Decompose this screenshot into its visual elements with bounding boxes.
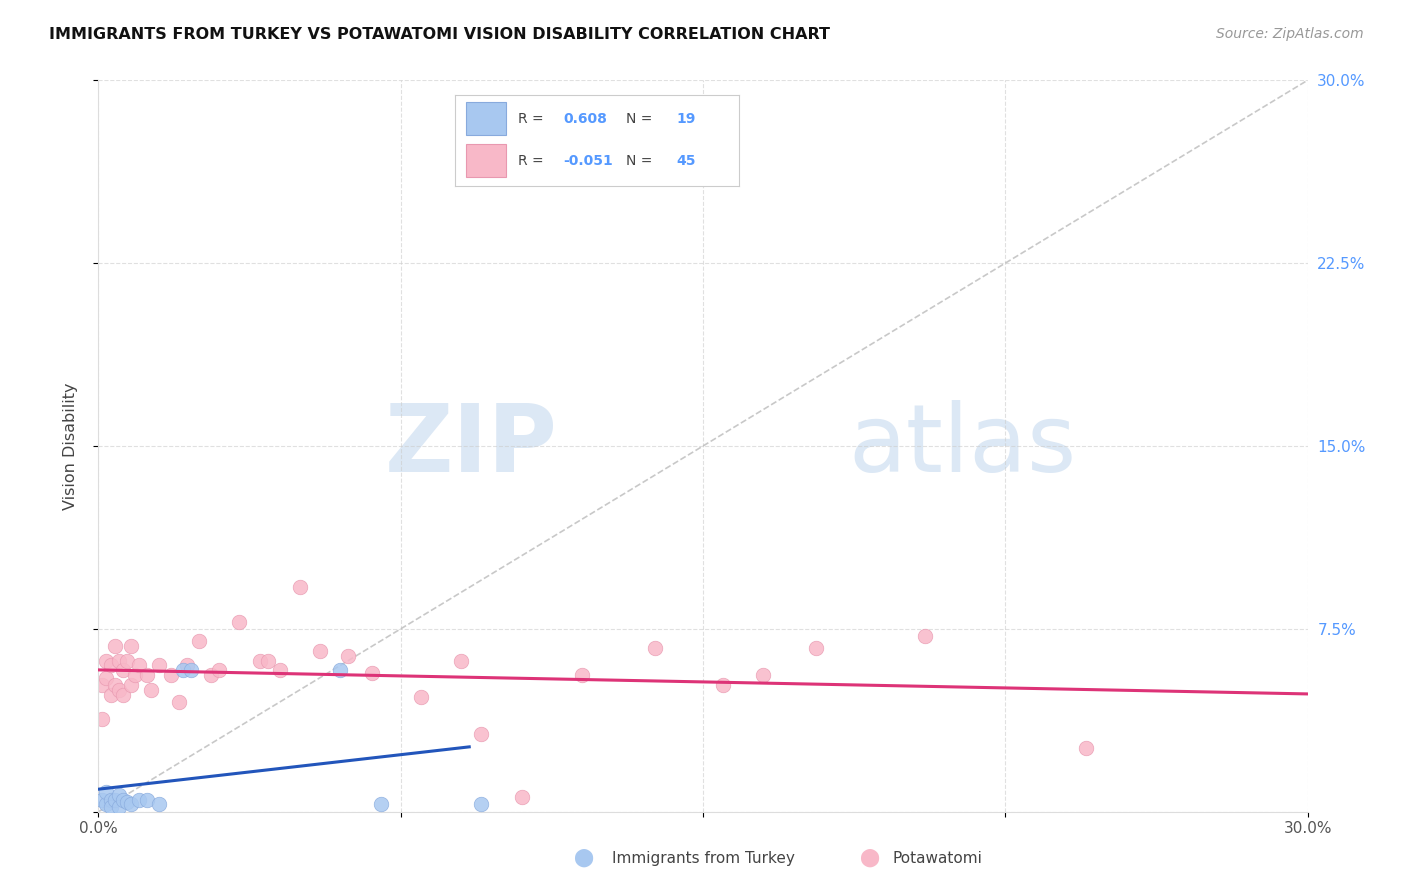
Point (103, 792, 125, 806)
Point (711, 678, 734, 692)
Point (329, 663, 352, 677)
Text: ⬤: ⬤ (859, 849, 879, 867)
Point (107, 654, 129, 668)
Point (644, 641, 666, 656)
Point (409, 690, 432, 705)
Point (288, 581, 311, 595)
Point (111, 663, 134, 677)
Point (172, 663, 194, 677)
Point (370, 797, 392, 812)
Point (208, 663, 231, 677)
Point (124, 668, 146, 682)
Point (120, 639, 142, 653)
Point (361, 665, 384, 680)
Point (228, 615, 250, 629)
Point (470, 727, 492, 741)
Point (200, 668, 222, 682)
Text: Immigrants from Turkey: Immigrants from Turkey (612, 851, 794, 865)
Point (120, 797, 142, 812)
Point (128, 658, 150, 673)
Point (111, 688, 134, 702)
Point (135, 792, 157, 806)
Y-axis label: Vision Disability: Vision Disability (63, 383, 77, 509)
Point (115, 654, 138, 668)
Point (91, 678, 114, 692)
Text: Potawatomi: Potawatomi (893, 851, 983, 865)
Point (269, 663, 291, 677)
Text: ⬤: ⬤ (574, 849, 593, 867)
Point (337, 648, 360, 663)
Text: Source: ZipAtlas.com: Source: ZipAtlas.com (1216, 27, 1364, 41)
Point (139, 682, 162, 697)
Point (120, 678, 142, 692)
Point (180, 663, 202, 677)
Point (167, 695, 190, 709)
Point (91, 792, 114, 806)
Point (188, 634, 211, 648)
Text: atlas: atlas (848, 400, 1077, 492)
Point (100, 792, 122, 806)
Point (107, 788, 129, 802)
Point (450, 654, 472, 668)
Point (111, 792, 134, 806)
Point (100, 688, 122, 702)
Point (160, 668, 183, 682)
Point (256, 654, 278, 668)
Point (1074, 741, 1097, 756)
Point (96, 797, 118, 812)
Point (914, 629, 936, 643)
Point (96, 671, 118, 685)
Point (96, 785, 118, 799)
Point (176, 658, 198, 673)
Point (100, 658, 122, 673)
Point (107, 800, 129, 814)
Point (309, 644, 332, 658)
Point (571, 668, 593, 682)
Point (100, 800, 122, 814)
Point (470, 797, 492, 812)
Point (115, 795, 138, 809)
Point (91, 712, 114, 726)
Point (135, 668, 157, 682)
Point (96, 654, 118, 668)
Point (148, 797, 170, 812)
Text: IMMIGRANTS FROM TURKEY VS POTAWATOMI VISION DISABILITY CORRELATION CHART: IMMIGRANTS FROM TURKEY VS POTAWATOMI VIS… (49, 27, 830, 42)
Point (510, 790, 533, 805)
Point (804, 641, 827, 656)
Point (103, 639, 125, 653)
Point (107, 682, 129, 697)
Text: ZIP: ZIP (385, 400, 558, 492)
Point (148, 658, 170, 673)
Point (249, 654, 271, 668)
Point (752, 668, 775, 682)
Point (103, 678, 125, 692)
Point (128, 792, 150, 806)
